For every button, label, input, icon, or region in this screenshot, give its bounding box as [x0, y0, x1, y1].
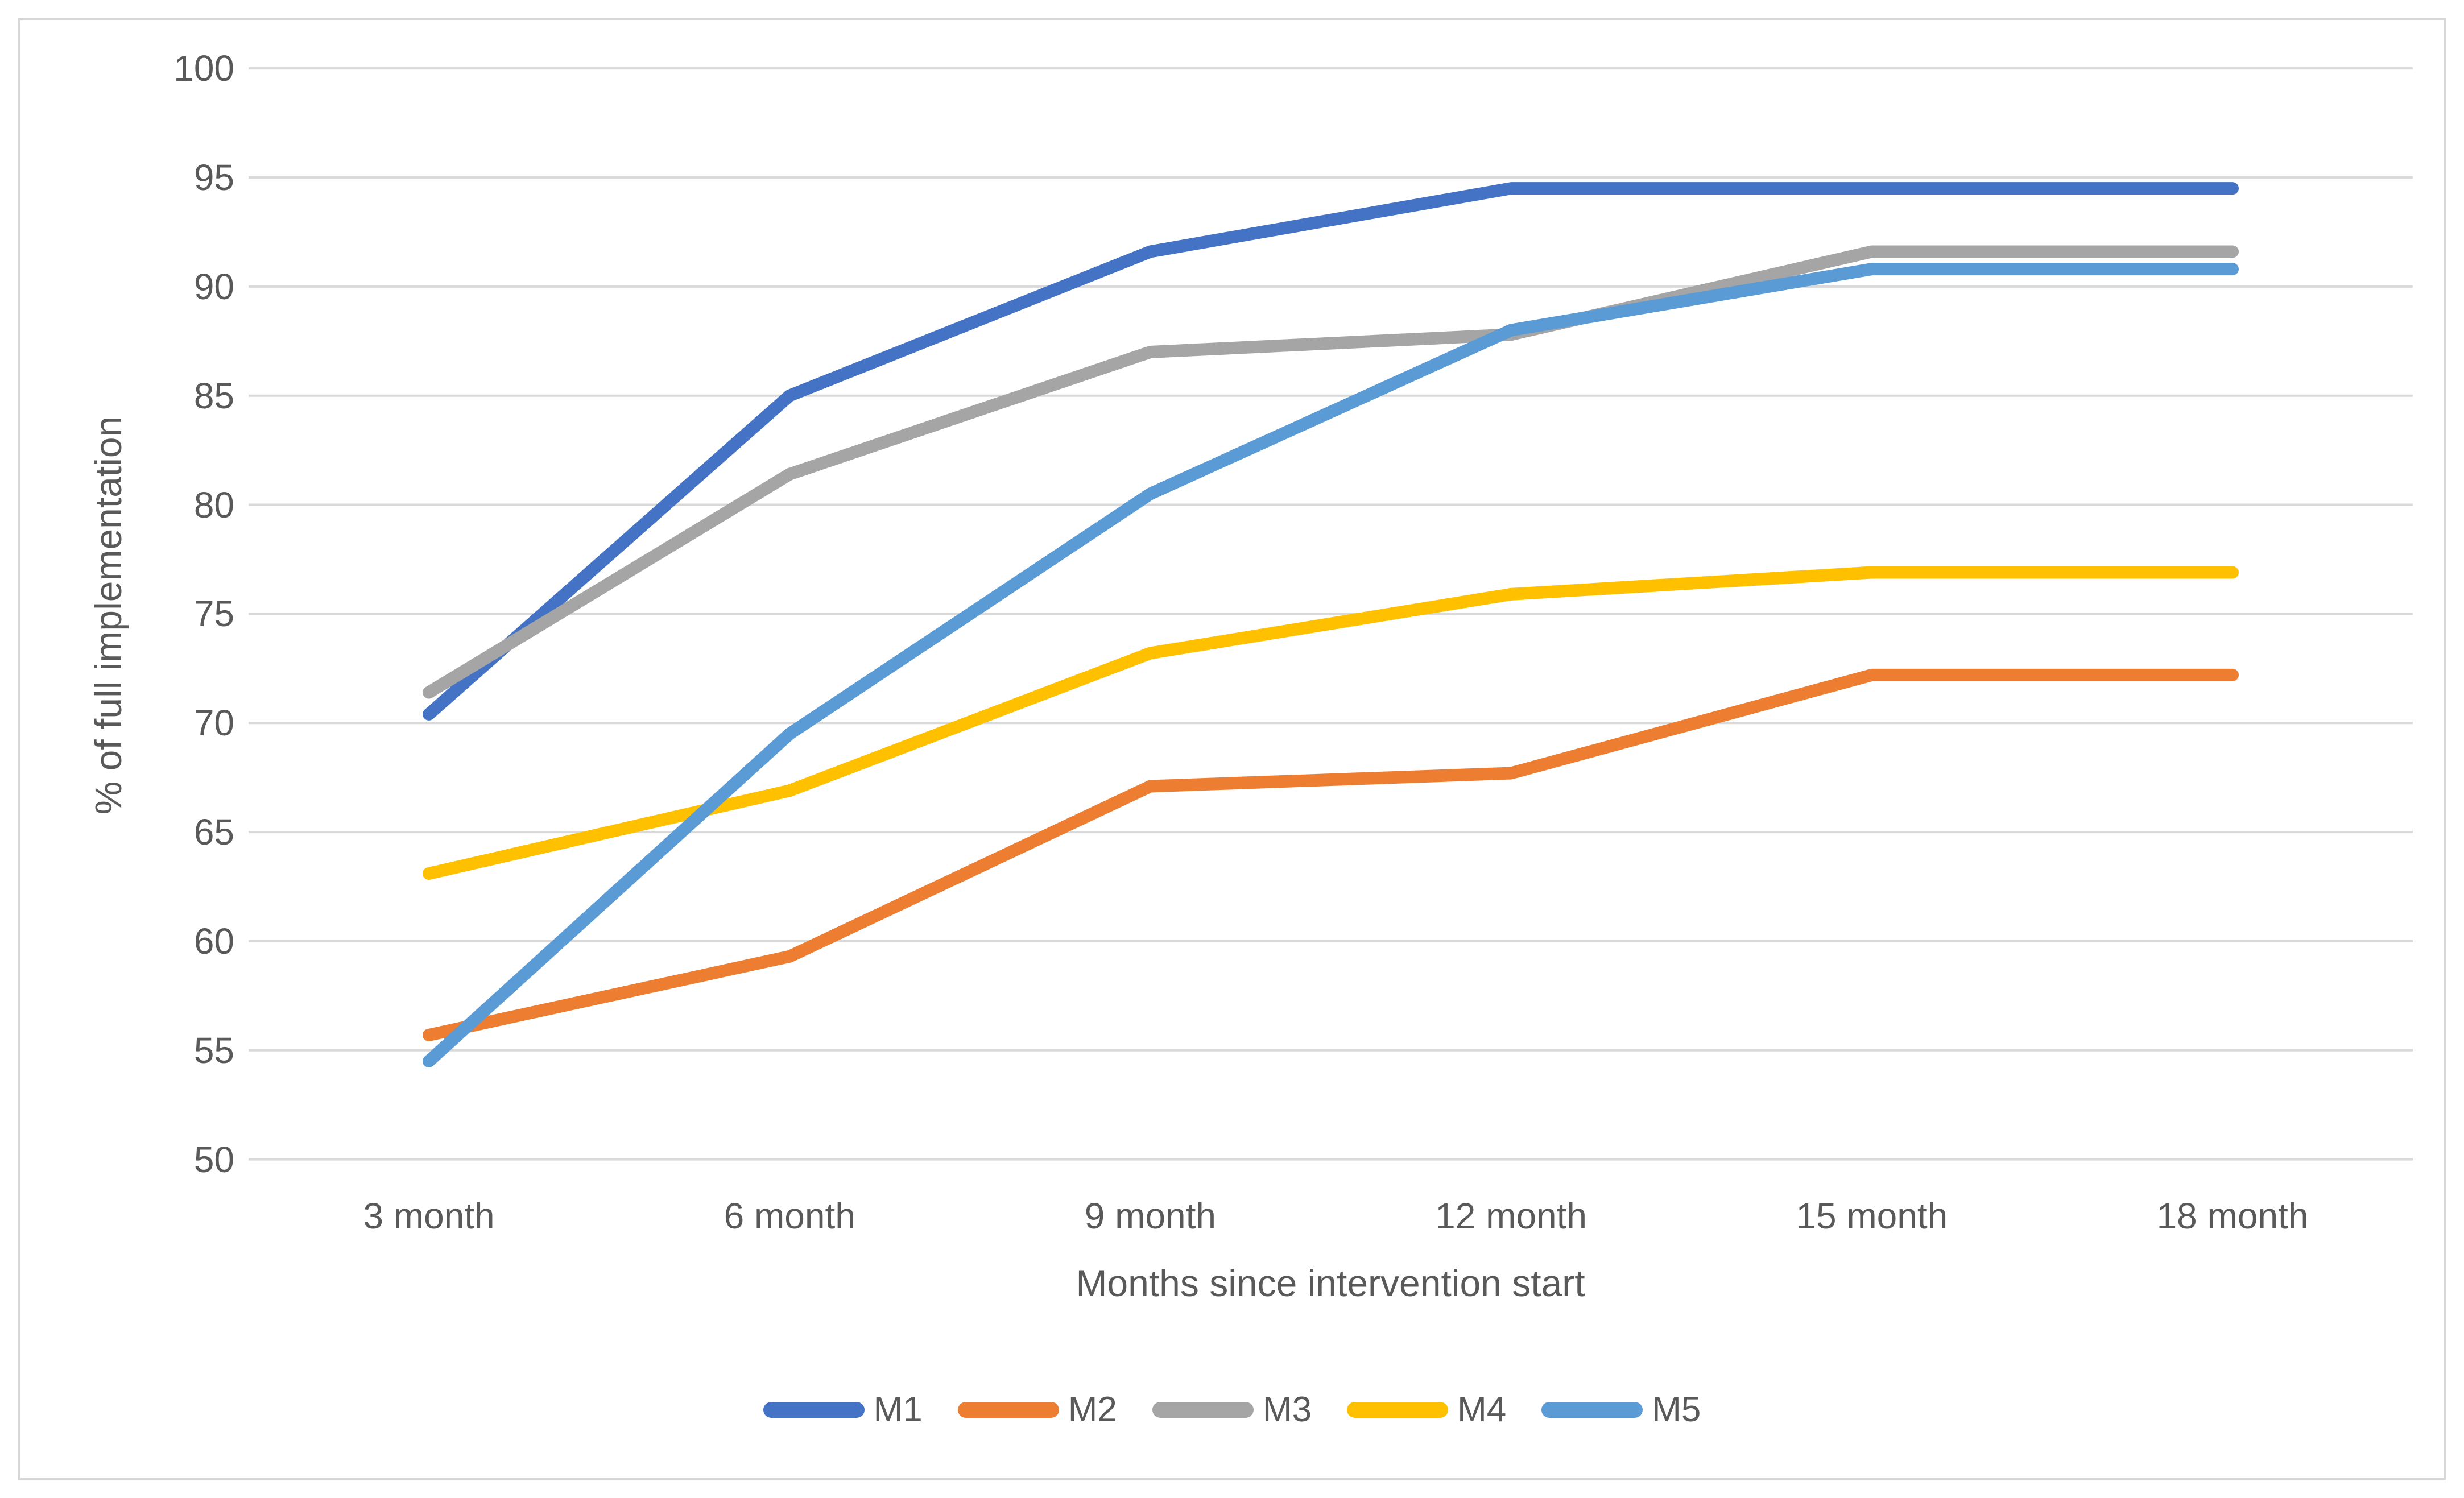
y-axis-tick-label: 95 — [193, 157, 234, 198]
x-axis-category-label: 12 month — [1435, 1195, 1587, 1236]
x-axis-category-label: 3 month — [363, 1195, 495, 1236]
legend-label: M3 — [1262, 1390, 1312, 1429]
legend-item-M1: M1 — [763, 1390, 923, 1430]
legend-marker-icon — [1541, 1402, 1643, 1418]
gridlines — [249, 67, 2413, 1161]
y-axis-tick-label: 65 — [193, 812, 234, 853]
legend-marker-icon — [763, 1402, 865, 1418]
y-axis-tick-label: 80 — [193, 484, 234, 525]
y-axis-tick-label: 100 — [173, 48, 234, 89]
legend-label: M4 — [1457, 1390, 1507, 1429]
y-axis-tick-label: 70 — [193, 702, 234, 744]
y-axis-tick-label: 50 — [193, 1139, 234, 1180]
series-line-M4 — [423, 566, 2239, 880]
legend-label: M1 — [873, 1390, 923, 1429]
legend-label: M2 — [1068, 1390, 1117, 1429]
legend-marker-icon — [957, 1402, 1059, 1418]
series-line-M3 — [423, 245, 2239, 699]
series-lines — [423, 182, 2239, 1067]
legend-marker-icon — [1152, 1402, 1254, 1418]
series-line-M2 — [423, 668, 2239, 1041]
x-axis-category-label: 18 month — [2156, 1195, 2309, 1236]
y-axis-tick-label: 75 — [193, 593, 234, 635]
legend-label: M5 — [1652, 1390, 1701, 1429]
y-axis-tick-label: 90 — [193, 266, 234, 307]
legend-item-M3: M3 — [1152, 1390, 1312, 1430]
x-axis-category-label: 6 month — [724, 1195, 855, 1236]
legend-item-M5: M5 — [1541, 1390, 1701, 1430]
x-axis-category-label: 15 month — [1796, 1195, 1948, 1236]
y-axis-title: % of full implementation — [87, 416, 129, 815]
legend-item-M4: M4 — [1347, 1390, 1506, 1430]
legend-marker-icon — [1347, 1402, 1449, 1418]
x-axis-title: Months since intervention start — [1076, 1262, 1585, 1304]
y-axis-tick-label: 85 — [193, 375, 234, 416]
x-axis-category-label: 9 month — [1084, 1195, 1217, 1236]
series-line-M5 — [423, 263, 2239, 1067]
legend-item-M2: M2 — [957, 1390, 1117, 1430]
series-line-M1 — [423, 182, 2239, 721]
legend: M1 M2 M3 M4 M5 — [0, 1390, 2464, 1430]
y-axis-tick-label: 55 — [193, 1029, 234, 1071]
y-axis-tick-label: 60 — [193, 920, 234, 962]
